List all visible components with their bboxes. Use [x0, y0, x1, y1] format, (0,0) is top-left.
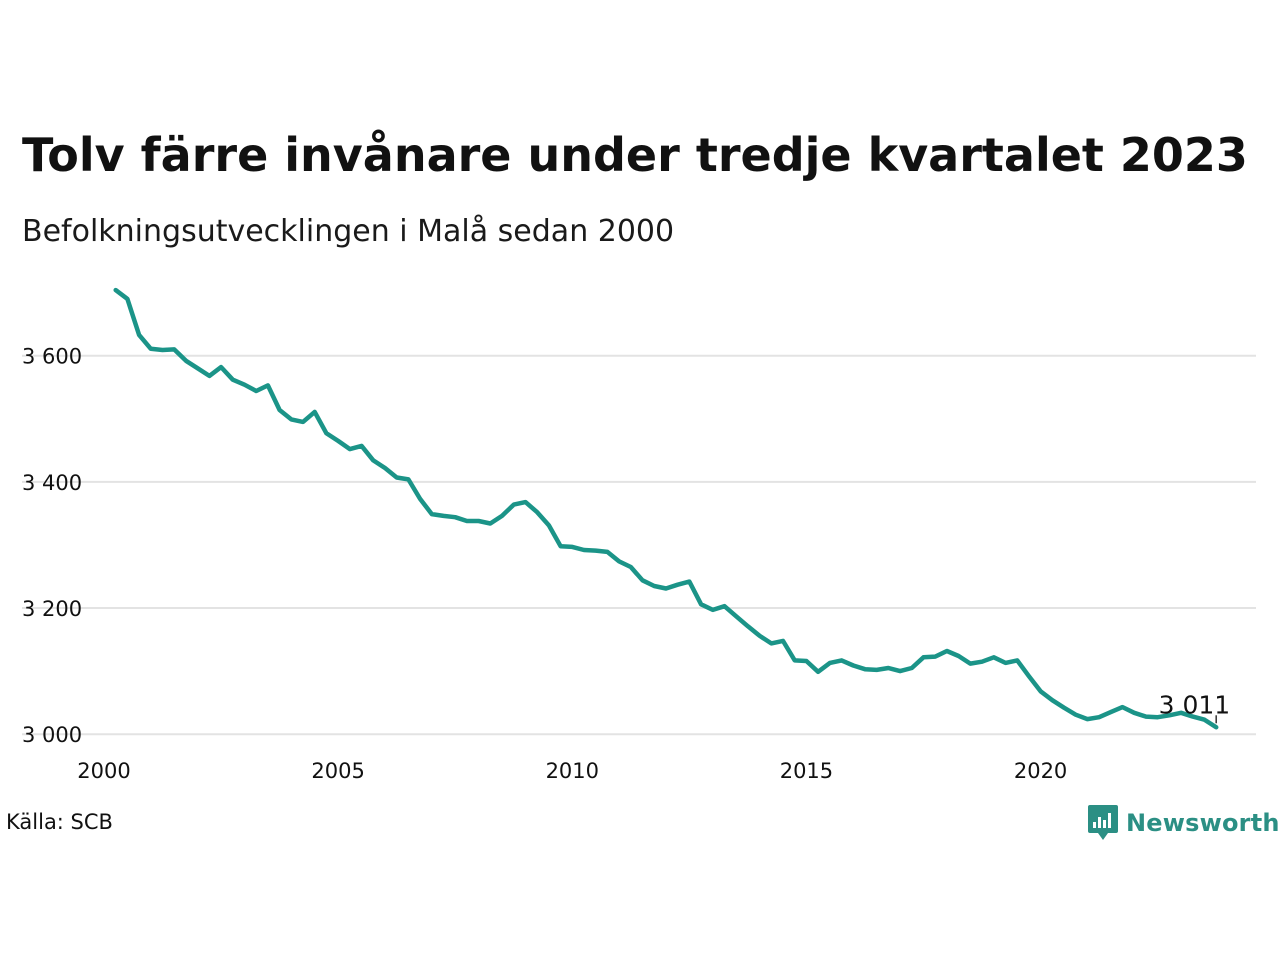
y-tick-label: 3 400 — [22, 471, 82, 495]
y-tick-label: 3 600 — [22, 345, 82, 369]
y-axis-ticks: 3 000 3 200 3 400 3 600 — [22, 345, 82, 748]
y-tick-label: 3 200 — [22, 597, 82, 621]
end-value-label: 3 011 — [1159, 690, 1231, 719]
gridlines — [22, 354, 1256, 736]
x-tick-label: 2015 — [780, 759, 833, 783]
x-tick-label: 2005 — [311, 759, 364, 783]
newsworthy-logo: Newsworthy — [1088, 803, 1280, 843]
x-axis-ticks: 2000 2005 2010 2015 2020 — [77, 759, 1067, 783]
x-tick-label: 2010 — [546, 759, 599, 783]
chart-title: Tolv färre invånare under tredje kvartal… — [22, 128, 1248, 182]
x-tick-label: 2020 — [1014, 759, 1067, 783]
x-tick-label: 2000 — [77, 759, 130, 783]
series-line — [113, 287, 1219, 730]
series — [113, 287, 1219, 730]
brand-name: Newsworthy — [1126, 809, 1280, 837]
y-tick-label: 3 000 — [22, 723, 82, 747]
newsworthy-logo-icon — [1088, 805, 1118, 840]
chart-subtitle: Befolkningsutvecklingen i Malå sedan 200… — [22, 214, 675, 249]
source-note: Källa: SCB — [6, 810, 113, 834]
data-labels: 3 011 — [1159, 690, 1231, 724]
